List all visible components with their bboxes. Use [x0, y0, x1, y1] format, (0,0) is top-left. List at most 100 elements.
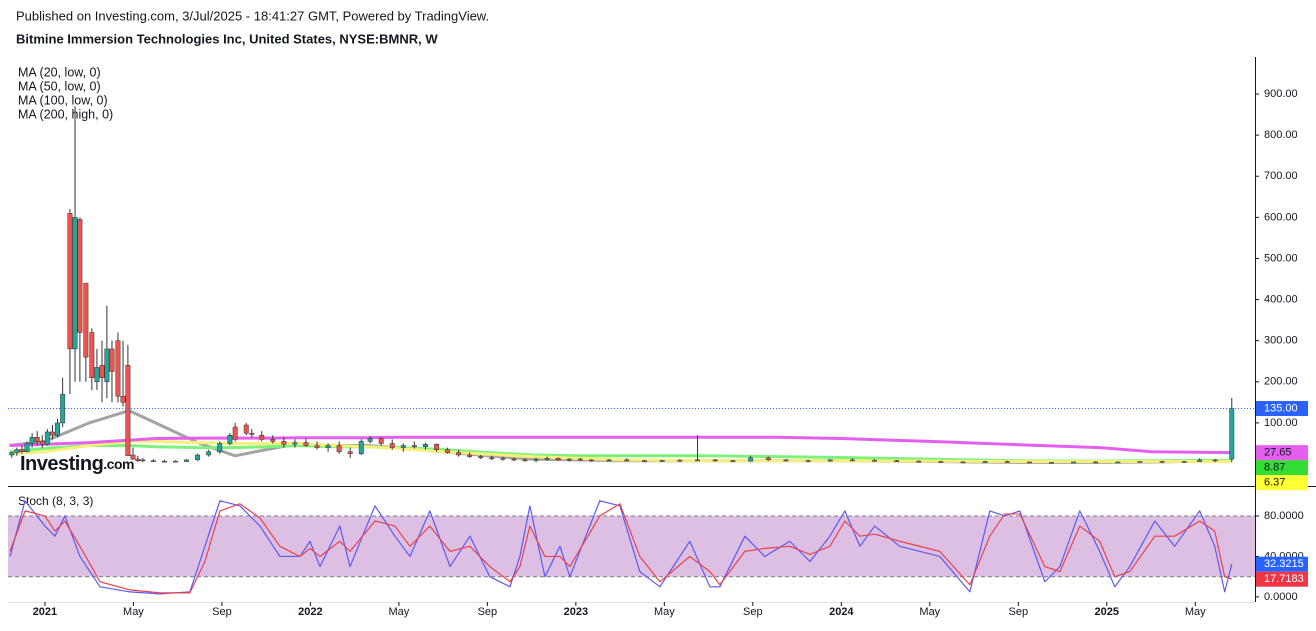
- candle-body: [872, 460, 877, 462]
- candle-body: [347, 451, 353, 455]
- candle-body: [1026, 461, 1032, 464]
- candle-body: [916, 460, 922, 463]
- candle-body: [522, 459, 528, 462]
- candle-body: [624, 459, 630, 462]
- legend-entry: MA (50, low, 0): [18, 79, 101, 93]
- candle-body: [1197, 459, 1203, 462]
- candle-body: [243, 424, 249, 434]
- candle-body: [588, 459, 594, 462]
- x-tick-label: 2023: [564, 606, 588, 618]
- logo-suffix: .com: [103, 456, 134, 472]
- candle-body: [467, 454, 473, 457]
- candle-body: [150, 460, 156, 462]
- candle-body: [206, 451, 212, 456]
- header-symbol: Bitmine Immersion Technologies Inc, Unit…: [16, 31, 438, 46]
- candle-body: [982, 461, 988, 463]
- value-badge: [1256, 475, 1308, 491]
- candle-body: [695, 459, 700, 462]
- x-tick-label: May: [1185, 606, 1206, 618]
- value-badge-label: 135.00: [1264, 402, 1298, 414]
- x-tick-label: May: [919, 606, 940, 618]
- value-badge: [1256, 556, 1308, 572]
- candle-body: [566, 458, 572, 461]
- x-tick-label: 2024: [829, 606, 854, 618]
- candle-body: [1159, 461, 1165, 463]
- candle-body: [94, 367, 100, 383]
- candle-body: [445, 449, 451, 453]
- candle-body: [303, 442, 309, 446]
- stoch-band: [8, 515, 1255, 577]
- candle-body: [938, 461, 944, 463]
- series-line: [9, 503, 1232, 594]
- candle-body: [641, 460, 647, 462]
- y-tick-label: 500.00: [1264, 252, 1298, 264]
- x-tick-label: Sep: [478, 606, 498, 618]
- candle-body: [1049, 462, 1054, 464]
- candle-body: [677, 460, 683, 462]
- series-line: [9, 439, 1232, 464]
- candle-body: [894, 460, 900, 462]
- candle-body: [83, 282, 89, 358]
- value-badge-label: 6.37: [1264, 477, 1285, 489]
- candle-body: [478, 456, 484, 459]
- candle-body: [1071, 461, 1077, 464]
- y-tick-label: 600.00: [1264, 211, 1298, 223]
- value-badge-label: 8.87: [1264, 462, 1285, 474]
- logo-name: Investing: [20, 453, 103, 475]
- y-tick-label: 400.00: [1264, 293, 1298, 305]
- y-tick-label: 900.00: [1264, 88, 1298, 100]
- candle-body: [270, 439, 276, 442]
- stoch-title: Stoch (8, 3, 3): [18, 494, 93, 508]
- candle-body: [195, 454, 201, 461]
- candle-body: [1115, 461, 1121, 464]
- series-line: [9, 444, 1232, 463]
- x-tick-label: 2022: [298, 606, 322, 618]
- candle-body: [367, 438, 373, 442]
- y-tick-label: 200.00: [1264, 376, 1298, 388]
- candle-body: [489, 457, 495, 460]
- candle-body: [24, 443, 30, 452]
- x-tick-label: Sep: [1009, 606, 1029, 618]
- candle-body: [1229, 408, 1235, 460]
- x-tick-label: May: [123, 606, 144, 618]
- candle-body: [55, 422, 61, 436]
- candle-body: [115, 340, 121, 397]
- candle-body: [358, 441, 364, 455]
- candle-body: [39, 441, 45, 445]
- candle-body: [14, 449, 20, 453]
- candle-body: [849, 459, 855, 462]
- candle-body: [67, 212, 73, 350]
- candle-body: [1137, 461, 1143, 463]
- candle-body: [314, 445, 320, 448]
- candle-body: [712, 459, 718, 462]
- candle-body: [1212, 459, 1218, 462]
- x-tick-label: Sep: [743, 606, 763, 618]
- y-tick-label: 100.00: [1264, 417, 1298, 429]
- logo: Investing.com: [20, 453, 134, 475]
- value-badge: [1256, 401, 1308, 417]
- candle-body: [249, 432, 255, 435]
- y-tick-label: 300.00: [1264, 335, 1298, 347]
- candle-body: [161, 460, 167, 463]
- candle-body: [72, 217, 78, 350]
- candle-body: [659, 460, 665, 462]
- y-tick-label: 700.00: [1264, 170, 1298, 182]
- candle-body: [50, 431, 55, 436]
- candle-body: [500, 458, 506, 460]
- value-badge: [1256, 571, 1308, 587]
- candle-body: [217, 443, 223, 452]
- y-tick-label: 0.0000: [1264, 591, 1298, 603]
- candle-body: [44, 431, 50, 445]
- candle-body: [411, 445, 417, 448]
- candle-body: [173, 460, 178, 463]
- value-badge-label: 32.3215: [1264, 558, 1304, 570]
- candle-body: [456, 452, 462, 456]
- y-tick-label: 800.00: [1264, 129, 1298, 141]
- candle-body: [104, 348, 110, 383]
- candle-body: [292, 442, 298, 445]
- candle-body: [422, 444, 428, 448]
- series-line: [9, 435, 1232, 455]
- candle-body: [99, 365, 105, 378]
- candle-body: [606, 459, 612, 462]
